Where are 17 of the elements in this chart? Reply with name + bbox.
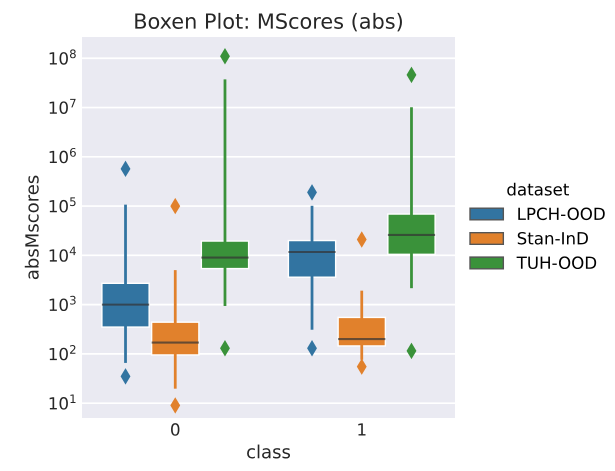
x-tick-label: 0 [171, 423, 180, 436]
legend-label: Stan-InD [518, 232, 588, 245]
y-tick-label: 10$^{7}$ [50, 98, 76, 114]
x-axis-title: class [247, 444, 290, 459]
y-axis-title: absMscores [24, 176, 39, 280]
y-tick-label: 10$^{1}$ [50, 394, 76, 410]
x-tick-label: 1 [358, 423, 366, 436]
y-tick-label: 10$^{4}$ [50, 246, 76, 262]
y-tick-label: 10$^{2}$ [50, 345, 76, 360]
legend-title: dataset [507, 182, 569, 196]
y-tick-label: 10$^{3}$ [50, 296, 76, 312]
legend-label: TUH-OOD [516, 256, 596, 270]
y-tick-label: 10$^{5}$ [50, 197, 76, 213]
y-tick-label: 10$^{6}$ [50, 148, 76, 164]
y-tick-label: 10$^{8}$ [50, 49, 76, 65]
legend-label: LPCH-OOD [518, 207, 605, 220]
chart-title: Boxen Plot: MScores (abs) [135, 12, 402, 32]
